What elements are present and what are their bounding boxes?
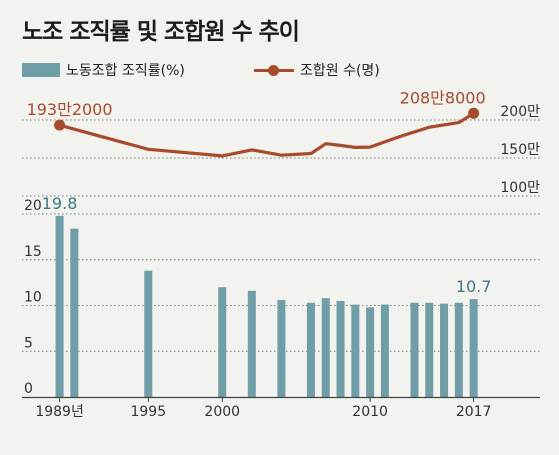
bar-2002	[247, 290, 256, 397]
bar-2004	[277, 300, 286, 397]
bar-2011	[380, 304, 389, 397]
legend-line-swatch	[254, 63, 294, 77]
bar-2014	[425, 302, 434, 397]
bar-2000	[218, 287, 227, 397]
bar-axis-tick-label: 20	[24, 198, 42, 214]
bar-2015	[440, 303, 449, 397]
bar-2007	[321, 298, 330, 397]
line-axis-tick-label: 100만	[500, 180, 540, 196]
line-marker-1989	[54, 119, 66, 131]
legend-line-marker	[268, 65, 279, 76]
bar-axis-tick-label: 0	[24, 381, 33, 397]
bar-2017	[469, 299, 478, 397]
bar-axis-tick-label: 15	[24, 244, 42, 260]
bar-2010	[366, 307, 375, 397]
line-marker-2017	[468, 107, 480, 119]
data-label-bar-1989: 19.8	[42, 194, 78, 213]
x-axis-tick-label: 2010	[352, 404, 388, 420]
bar-2016	[454, 302, 463, 397]
x-axis-tick-label: 1989년	[35, 404, 84, 420]
bar-2009	[351, 304, 360, 397]
bar-2006	[306, 302, 315, 397]
bar-1990	[70, 228, 79, 397]
data-label-line-2017: 208만8000	[400, 88, 486, 107]
bar-1995	[144, 270, 153, 397]
line-axis-tick-label: 150만	[500, 142, 540, 158]
x-axis-tick-label: 1995	[130, 404, 166, 420]
x-axis-tick-label: 2000	[204, 404, 240, 420]
bar-1989	[55, 215, 64, 397]
legend-bar-swatch	[22, 63, 60, 77]
legend-label-bar: 노동조합 조직률(%)	[66, 63, 185, 79]
x-axis-tick-label: 2017	[456, 404, 492, 420]
legend-item-bar: 노동조합 조직률(%)	[22, 60, 185, 80]
chart-title: 노조 조직률 및 조합원 수 추이	[22, 19, 300, 45]
bar-axis-tick-label: 5	[24, 335, 33, 351]
bar-2013	[410, 302, 419, 397]
bar-2008	[336, 300, 345, 397]
legend-label-line: 조합원 수(명)	[300, 63, 380, 79]
line-axis-tick-label: 200만	[500, 104, 540, 120]
data-label-line-1989: 193만2000	[27, 100, 113, 119]
data-label-bar-2017: 10.7	[456, 277, 492, 296]
bar-axis-tick-label: 10	[24, 290, 42, 306]
membership-line	[57, 111, 476, 158]
legend-item-line: 조합원 수(명)	[254, 60, 380, 80]
